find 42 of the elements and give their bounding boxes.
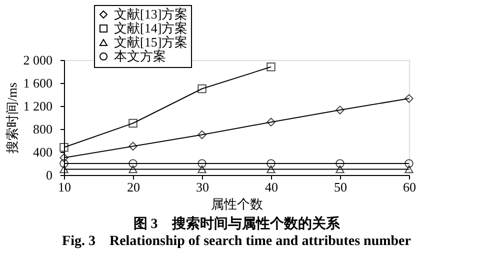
point [198,159,206,168]
y-tick-label: 400 [33,144,52,160]
point [128,142,138,151]
point [60,165,68,174]
point [60,143,68,152]
point [336,159,344,168]
point [404,94,414,103]
point [198,130,206,140]
y-tick-label: 2 000 [23,52,52,68]
point [198,84,206,94]
x-tick-label: 60 [403,180,416,194]
y-tick-label: 1 200 [23,98,52,114]
y-axis-title: 搜索时间/ms [4,82,20,154]
legend-label: 文献[13]方案 [114,6,188,22]
point [198,165,206,174]
x-axis-title: 属性个数 [211,196,263,212]
x-tick-label: 50 [334,180,347,194]
point [266,62,276,72]
text: Fig. 3 Relationship of search time and attributes number [62,234,411,249]
y-tick-label: 0 [46,168,52,182]
legend-label: 文献[15]方案 [114,34,188,50]
text: 图 3 搜索时间与属性个数的关系 [133,215,341,232]
x-tick-label: 10 [58,180,71,194]
point [266,165,276,174]
point [60,153,68,162]
point [404,165,414,174]
x-tick-label: 20 [127,180,140,194]
point [266,159,276,168]
legend-label: 本文方案 [114,48,166,64]
y-tick-label: 1 600 [23,76,52,90]
point [266,118,276,126]
point [336,165,344,174]
point [60,159,68,168]
x-tick-label: 40 [265,180,278,194]
x-tick-label: 30 [196,180,209,194]
y-tick-label: 800 [33,122,52,136]
point [128,165,138,174]
legend-label: 文献[14]方案 [114,20,188,36]
point [336,106,344,114]
point [128,159,138,168]
point [128,118,138,128]
point [404,159,414,168]
